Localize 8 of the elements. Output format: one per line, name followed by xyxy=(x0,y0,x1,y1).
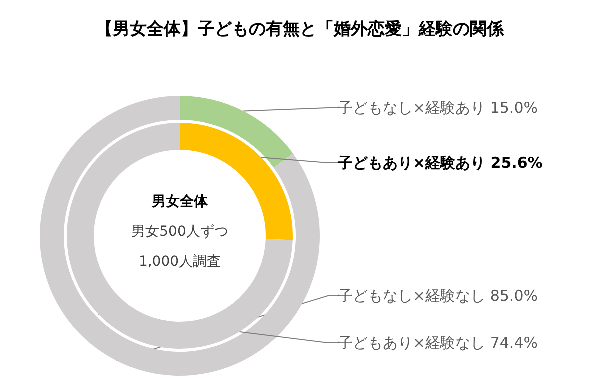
text: 男女500人ずつ xyxy=(132,224,228,240)
slice-label: 子どもなし×経験あり 15.0% xyxy=(338,99,538,117)
text: 1,000人調査 xyxy=(138,254,222,270)
slice-label: 子どもなし×経験なし 85.0% xyxy=(338,287,538,305)
text: 男女全体 xyxy=(151,194,209,210)
slice-label: 子どもあり×経験なし 74.4% xyxy=(338,334,538,352)
chart-title: 【男女全体】子どもの有無と「婚外恋愛」経験の関係 xyxy=(96,20,505,40)
slice-label: 子どもあり×経験あり 25.6% xyxy=(337,154,543,172)
